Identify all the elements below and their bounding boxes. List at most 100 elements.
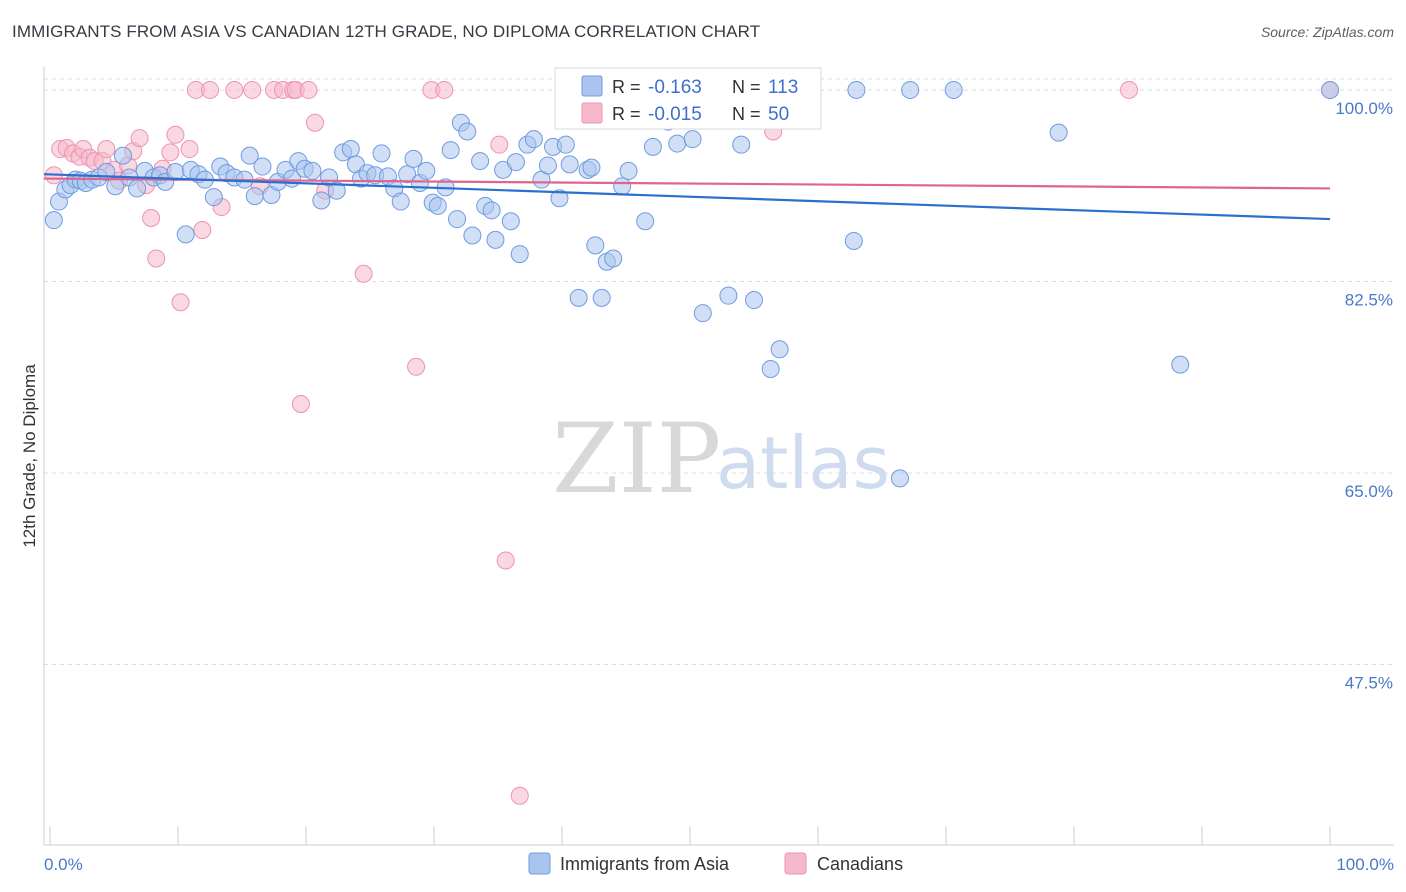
immigrants-asia-point xyxy=(844,231,863,250)
immigrants-asia-point xyxy=(391,192,410,211)
stats-r-value-pink: -0.015 xyxy=(648,104,702,125)
x-tick-labels: 0.0% 100.0% xyxy=(44,855,1394,874)
immigrants-asia-point xyxy=(463,226,482,245)
immigrants-asia-point xyxy=(569,288,588,307)
immigrants-asia-point xyxy=(550,189,569,208)
canadians-point xyxy=(305,113,324,132)
y-tick-label: 82.5% xyxy=(1345,290,1393,309)
y-tick-label: 100.0% xyxy=(1335,99,1393,118)
stats-n-value-pink: 50 xyxy=(768,104,789,125)
legend-label-canadians: Canadians xyxy=(817,854,903,874)
canadians-point xyxy=(354,264,373,283)
trend-lines xyxy=(43,173,1331,221)
stats-legend-swatch-blue xyxy=(581,75,603,97)
immigrants-asia-point xyxy=(761,359,780,378)
stats-r-label-blue: R = xyxy=(612,77,641,97)
immigrants-asia-point xyxy=(506,153,525,172)
immigrants-asia-point xyxy=(636,212,655,231)
canadians-point xyxy=(180,140,199,159)
canadians-point xyxy=(193,221,212,240)
canadians-point xyxy=(243,80,262,99)
x-tick-marks xyxy=(49,826,1331,845)
canadians-point xyxy=(510,786,529,805)
immigrants-asia-point xyxy=(613,177,632,196)
canadians-point xyxy=(201,80,219,99)
canadians-point xyxy=(225,80,244,99)
canadians-point xyxy=(1120,80,1139,99)
y-tick-labels: 100.0% 82.5% 65.0% 47.5% xyxy=(1335,99,1393,693)
chart-title: IMMIGRANTS FROM ASIA VS CANADIAN 12TH GR… xyxy=(12,22,761,41)
canadians-point xyxy=(161,143,180,162)
canadians-point xyxy=(435,80,454,99)
canadians-point xyxy=(496,551,515,570)
immigrants-asia-point xyxy=(732,135,751,154)
canadians-point xyxy=(97,140,116,159)
stats-r-value-blue: -0.163 xyxy=(648,77,702,98)
immigrants-asia-point xyxy=(458,122,477,141)
stats-n-label-blue: N = xyxy=(732,77,761,97)
canadians-point xyxy=(291,395,310,414)
immigrants-asia-point xyxy=(176,225,195,244)
immigrants-asia-point xyxy=(560,155,579,174)
canadians-trend-line xyxy=(43,177,1331,190)
immigrants-asia-point xyxy=(683,130,702,149)
immigrants-asia-point xyxy=(471,152,490,171)
watermark-zip: ZIP xyxy=(552,403,721,515)
canadians-point xyxy=(142,208,161,227)
immigrants-asia-point xyxy=(619,161,638,180)
stats-n-value-blue: 113 xyxy=(768,77,798,98)
x-tick-label: 0.0% xyxy=(44,855,83,874)
immigrants-asia-point xyxy=(538,156,557,175)
legend-label-immigrants-asia: Immigrants from Asia xyxy=(560,854,730,874)
canadians-point xyxy=(130,129,149,148)
immigrants-asia-point xyxy=(1049,123,1068,142)
canadians-point xyxy=(166,125,185,144)
immigrants-asia-point xyxy=(240,146,259,165)
canadians-point xyxy=(490,135,509,154)
immigrants-asia-point xyxy=(372,144,391,163)
bottom-legend: Immigrants from Asia Canadians xyxy=(528,852,903,875)
immigrants-asia-point xyxy=(428,196,447,215)
immigrants-asia-point xyxy=(327,181,346,200)
immigrants-asia-point xyxy=(890,469,909,488)
legend-swatch-immigrants-asia xyxy=(528,852,551,875)
immigrants-asia-point xyxy=(643,137,662,156)
y-tick-label: 47.5% xyxy=(1345,673,1393,692)
stats-r-label-pink: R = xyxy=(612,104,641,124)
y-axis-label: 12th Grade, No Diploma xyxy=(20,364,39,548)
immigrants-asia-point xyxy=(770,340,789,359)
canadians-point xyxy=(147,249,166,268)
immigrants-asia-point xyxy=(556,135,575,154)
immigrants-asia-point xyxy=(745,291,763,310)
immigrants-asia-point xyxy=(582,158,601,177)
immigrants-asia-point xyxy=(448,210,467,229)
immigrants-asia-point xyxy=(693,304,712,323)
immigrants-asia-point xyxy=(1321,80,1339,99)
axes xyxy=(43,67,1394,846)
source-credit: Source: ZipAtlas.com xyxy=(1260,24,1394,40)
immigrants-asia-point xyxy=(501,212,520,231)
immigrants-asia-point xyxy=(847,80,866,99)
immigrants-asia-point xyxy=(901,80,920,99)
immigrants-asia-point xyxy=(341,140,360,159)
watermark-atlas: atlas xyxy=(716,421,890,505)
watermark: ZIP atlas xyxy=(552,403,890,515)
immigrants-asia-trend-line xyxy=(43,173,1331,221)
immigrants-asia-point xyxy=(128,179,147,198)
immigrants-asia-point xyxy=(719,286,738,305)
immigrants-asia-point xyxy=(204,188,223,207)
immigrants-asia-point xyxy=(592,288,611,307)
immigrants-asia-point xyxy=(417,161,436,180)
canadians-point xyxy=(407,357,426,376)
y-tick-label: 65.0% xyxy=(1345,482,1393,501)
stats-legend-swatch-pink xyxy=(581,102,603,124)
immigrants-asia-point xyxy=(586,236,605,255)
grid-lines xyxy=(44,78,1394,665)
x-tick-label: 100.0% xyxy=(1336,855,1394,874)
immigrants-asia-point xyxy=(604,249,623,268)
immigrants-asia-point xyxy=(1171,355,1190,374)
immigrants-asia-point xyxy=(44,211,63,230)
immigrants-asia-point xyxy=(312,191,331,210)
legend-swatch-canadians xyxy=(784,852,807,875)
stats-legend: R = -0.163 N = 113 R = -0.015 N = 50 xyxy=(554,67,822,130)
